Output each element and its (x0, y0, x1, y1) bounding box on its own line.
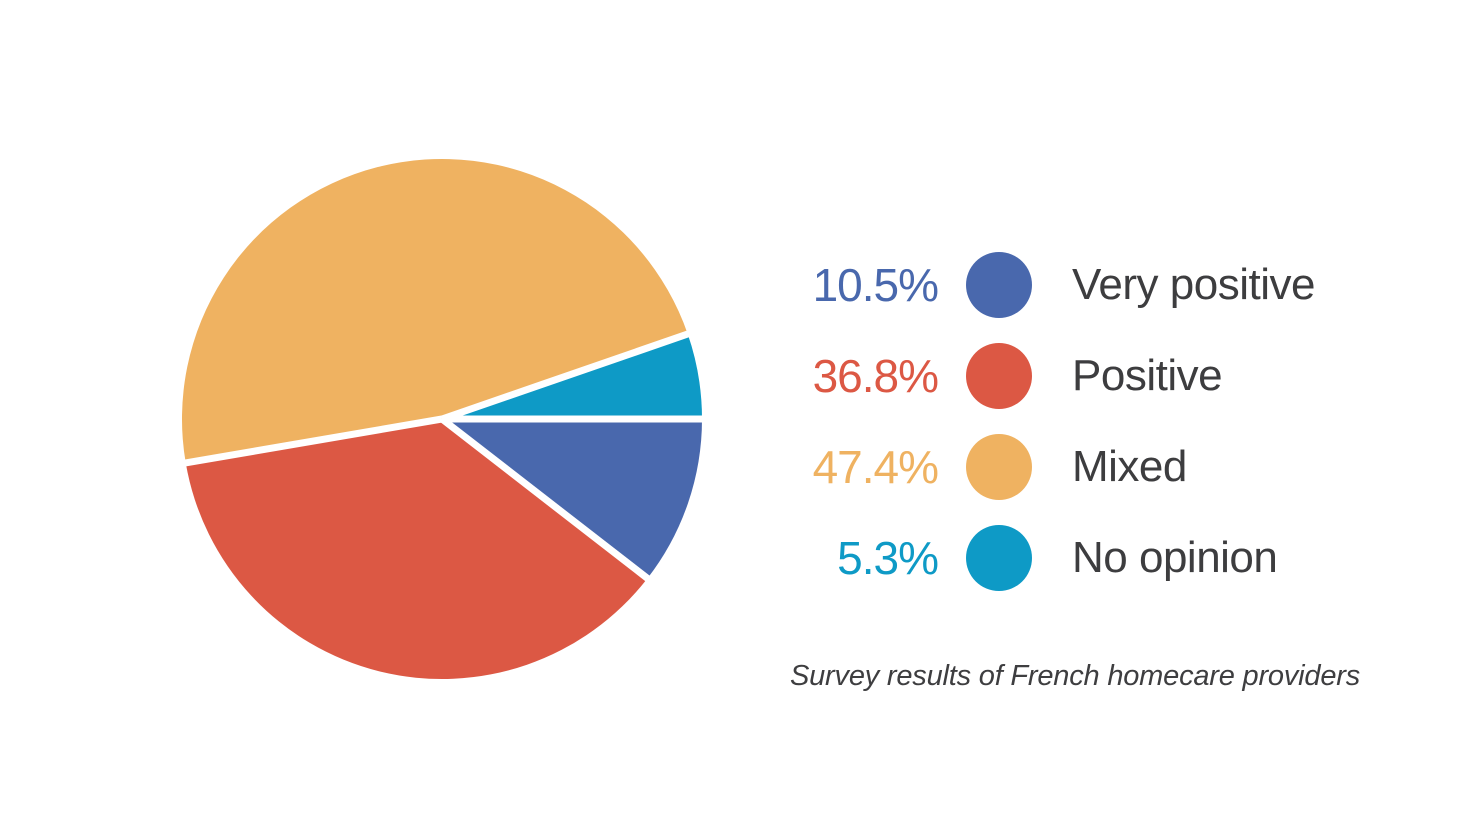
legend-item-positive: 36.8% Positive (775, 343, 1335, 409)
legend-item-mixed: 47.4% Mixed (775, 434, 1335, 500)
legend-label: Mixed (1072, 442, 1187, 491)
legend-item-no-opinion: 5.3% No opinion (775, 525, 1335, 591)
pie-slice-separator (439, 416, 653, 584)
legend-swatch-circle (966, 252, 1032, 318)
pie-slice-positive (185, 419, 648, 680)
legend-label: Positive (1072, 351, 1223, 400)
pie-slice-very-positive (442, 419, 702, 579)
chart-caption: Survey results of French homecare provid… (789, 660, 1361, 692)
legend-item-very-positive: 10.5% Very positive (775, 252, 1335, 318)
legend-percent: 5.3% (837, 532, 939, 584)
legend-label: Very positive (1072, 260, 1315, 309)
legend-swatch-circle (966, 434, 1032, 500)
legend-percent: 47.4% (812, 441, 939, 493)
legend-swatch-circle (966, 343, 1032, 409)
legend: 10.5% Very positive 36.8% Positive 47.4%… (775, 252, 1335, 616)
legend-label: No opinion (1072, 533, 1278, 582)
legend-percent: 36.8% (812, 350, 939, 402)
legend-swatch-circle (966, 525, 1032, 591)
pie-slice-mixed (181, 158, 688, 463)
legend-percent: 10.5% (812, 259, 939, 311)
pie-slice-separator (440, 329, 693, 423)
pie-slice-separator (181, 415, 443, 468)
